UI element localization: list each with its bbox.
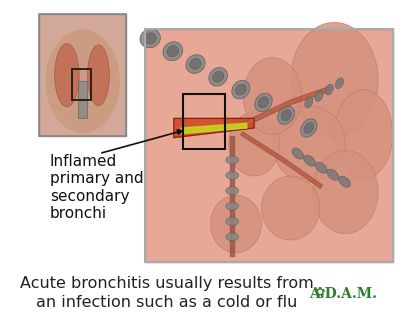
Ellipse shape [226,187,239,195]
Ellipse shape [226,218,239,225]
Ellipse shape [304,155,315,166]
Text: an infection such as a cold or flu: an infection such as a cold or flu [36,295,297,310]
Ellipse shape [304,123,314,133]
Ellipse shape [339,176,350,187]
Ellipse shape [88,45,109,106]
Ellipse shape [190,58,201,70]
Text: Acute bronchitis usually results from: Acute bronchitis usually results from [20,276,314,291]
Ellipse shape [228,112,280,176]
Ellipse shape [335,78,344,89]
Text: A.D.A.M.: A.D.A.M. [310,287,378,301]
Ellipse shape [272,106,345,182]
Ellipse shape [46,30,120,133]
Ellipse shape [212,71,224,82]
Ellipse shape [315,91,323,101]
Ellipse shape [186,55,205,73]
Polygon shape [181,123,247,134]
Ellipse shape [258,97,269,108]
Polygon shape [174,118,254,138]
Ellipse shape [292,148,304,159]
Ellipse shape [140,29,160,48]
Ellipse shape [327,169,339,180]
Text: ✿: ✿ [314,286,325,299]
Ellipse shape [278,106,295,124]
Ellipse shape [167,45,179,57]
Ellipse shape [163,42,183,60]
Text: bronchi: bronchi [50,206,107,221]
Polygon shape [230,136,234,256]
Ellipse shape [305,97,313,108]
Bar [145,29,393,262]
Ellipse shape [226,172,239,179]
Bar [39,14,126,136]
Ellipse shape [255,93,272,112]
Ellipse shape [301,119,317,137]
Bar [145,29,393,262]
Ellipse shape [232,80,250,99]
Ellipse shape [325,84,333,95]
Ellipse shape [226,233,239,241]
Ellipse shape [312,150,378,234]
Ellipse shape [334,90,393,179]
Ellipse shape [226,202,239,210]
Ellipse shape [210,195,262,253]
Ellipse shape [55,44,79,107]
Bar [39,14,126,136]
Ellipse shape [290,22,378,138]
Ellipse shape [226,156,239,164]
Ellipse shape [235,84,246,95]
Ellipse shape [262,176,320,240]
Ellipse shape [144,33,156,44]
Text: primary and: primary and [50,171,144,186]
Ellipse shape [281,110,291,121]
Bar [78,81,87,118]
Text: Inflamed: Inflamed [50,154,117,169]
Text: secondary: secondary [50,189,129,204]
Bar [183,94,225,149]
Bar [72,69,92,100]
Ellipse shape [315,162,327,173]
Ellipse shape [209,68,228,86]
Ellipse shape [243,58,302,134]
